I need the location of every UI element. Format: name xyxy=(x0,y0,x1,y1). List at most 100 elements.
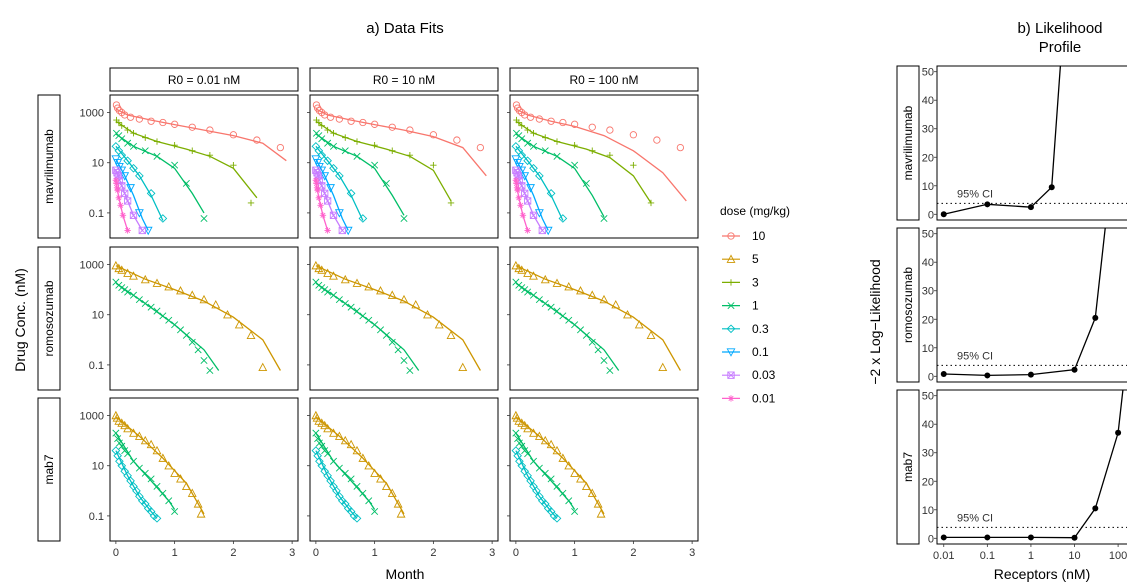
data-point-dose-1 xyxy=(315,439,323,447)
profile-point-mab7 xyxy=(940,534,947,541)
fit-line-dose-1 xyxy=(115,133,205,214)
data-point-dose-1 xyxy=(129,142,138,150)
data-point-dose-10 xyxy=(453,136,461,144)
data-point-dose-0.3 xyxy=(535,171,544,181)
data-point-dose-10 xyxy=(159,118,167,127)
data-point-dose-1 xyxy=(318,284,326,292)
data-point-dose-0.01 xyxy=(317,202,324,209)
dose-legend: dose (mg/kg) 10 5 3 1 0.3 0.1 0.03 0.01 xyxy=(720,204,790,405)
data-point-dose-0.3 xyxy=(129,163,138,173)
row-strip-mavrilimumab xyxy=(37,94,61,239)
data-point-dose-0.3 xyxy=(523,156,532,166)
data-point-dose-10 xyxy=(326,113,335,121)
data-point-dose-1 xyxy=(124,450,132,458)
data-point-dose-1 xyxy=(559,312,567,320)
facet-panel-romosozumab-3 xyxy=(509,246,699,391)
data-point-dose-1 xyxy=(553,152,561,160)
data-point-dose-1 xyxy=(524,139,532,147)
facet-panel-romosozumab-1 xyxy=(109,246,299,391)
legend-label: 0.01 xyxy=(752,391,776,405)
data-point-dose-3 xyxy=(171,141,178,149)
data-point-dose-0.01 xyxy=(113,184,121,192)
data-point-dose-1 xyxy=(129,457,138,465)
data-point-dose-0.01 xyxy=(324,227,331,234)
legend-label: 3 xyxy=(752,275,759,289)
data-point-dose-10 xyxy=(526,113,535,121)
facet-plot-area xyxy=(311,260,481,374)
data-point-dose-5 xyxy=(329,271,338,280)
data-point-dose-1 xyxy=(182,331,190,339)
legend-key-triangle-marker xyxy=(726,254,736,263)
profile-plot-area xyxy=(940,66,1062,218)
profile-point-mab7 xyxy=(1092,505,1099,512)
data-point-dose-3 xyxy=(342,134,349,141)
profile-y-tick-label: 30 xyxy=(922,124,934,136)
row-strip-label: romosozumab xyxy=(42,280,56,356)
data-point-dose-5 xyxy=(152,278,162,287)
data-point-dose-1 xyxy=(541,147,549,155)
data-point-dose-0.1 xyxy=(143,226,153,236)
data-point-dose-1 xyxy=(329,291,338,299)
data-point-dose-0.03 xyxy=(538,226,546,235)
profile-point-romosozumab xyxy=(1092,314,1099,321)
data-point-dose-5 xyxy=(170,468,180,477)
profile-y-tick-label: 50 xyxy=(922,391,934,403)
data-point-dose-1 xyxy=(171,321,179,329)
data-point-dose-5 xyxy=(646,330,656,340)
data-point-dose-5 xyxy=(199,294,209,304)
data-point-dose-5 xyxy=(352,278,362,287)
data-point-dose-5 xyxy=(187,290,197,299)
data-point-dose-1 xyxy=(365,497,373,505)
data-point-dose-0.01 xyxy=(112,177,120,184)
fit-line-dose-5 xyxy=(315,265,481,371)
data-point-dose-5 xyxy=(223,309,232,319)
data-point-dose-0.3 xyxy=(135,171,144,181)
data-point-dose-1 xyxy=(518,135,526,143)
data-point-dose-1 xyxy=(518,442,526,450)
data-point-dose-1 xyxy=(518,284,526,292)
data-point-dose-3 xyxy=(518,122,525,129)
data-point-dose-10 xyxy=(570,120,579,128)
data-point-dose-1 xyxy=(200,356,208,365)
data-point-dose-1 xyxy=(515,439,523,447)
x-tick-label: 1 xyxy=(572,547,578,559)
data-point-dose-3 xyxy=(530,130,537,137)
data-point-dose-5 xyxy=(564,460,574,470)
data-point-dose-5 xyxy=(176,286,185,295)
x-tick-label: 2 xyxy=(230,547,236,559)
x-tick-label: 0 xyxy=(513,547,519,559)
data-point-dose-0.3 xyxy=(358,214,368,223)
data-point-dose-1 xyxy=(188,338,196,346)
data-point-dose-1 xyxy=(329,457,338,465)
data-point-dose-1 xyxy=(600,356,608,365)
data-point-dose-10 xyxy=(126,113,135,121)
data-point-dose-1 xyxy=(141,299,149,308)
data-point-dose-1 xyxy=(565,316,573,324)
data-point-dose-5 xyxy=(129,271,138,280)
fit-line-dose-0.3 xyxy=(115,145,164,221)
data-point-dose-1 xyxy=(114,435,122,443)
facet-plot-area xyxy=(511,260,681,374)
data-point-dose-10 xyxy=(653,136,661,144)
data-point-dose-10 xyxy=(476,143,485,152)
data-point-dose-1 xyxy=(388,338,396,346)
profile-y-tick-label: 40 xyxy=(922,95,934,107)
data-point-dose-0.1 xyxy=(126,184,136,193)
profile-panel-mavrilimumab xyxy=(936,65,1127,221)
data-point-dose-10 xyxy=(313,104,322,112)
data-point-dose-0.3 xyxy=(517,461,527,471)
data-point-dose-1 xyxy=(141,469,149,477)
data-point-dose-10 xyxy=(112,101,121,109)
data-point-dose-3 xyxy=(515,119,523,126)
data-point-dose-3 xyxy=(124,126,131,134)
data-point-dose-0.01 xyxy=(314,187,321,194)
data-point-dose-0.3 xyxy=(123,156,132,166)
legend-key-circle-marker xyxy=(727,232,735,240)
data-point-dose-0.03 xyxy=(121,189,129,198)
profile-y-tick-label: 20 xyxy=(922,152,934,164)
profile-point-mavrilimumab xyxy=(1027,204,1034,211)
data-point-dose-5 xyxy=(570,468,580,477)
data-point-dose-5 xyxy=(317,418,327,427)
profile-point-mavrilimumab xyxy=(940,211,947,218)
data-point-dose-3 xyxy=(142,134,149,141)
